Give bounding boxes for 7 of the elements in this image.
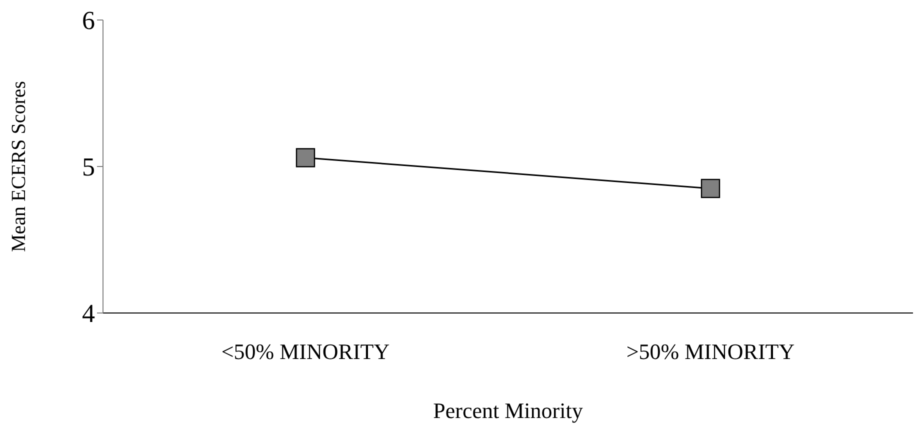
y-tick-label: 6 <box>82 6 95 36</box>
y-axis-title: Mean ECERS Scores <box>8 80 30 252</box>
x-tick-label: <50% MINORITY <box>221 339 390 364</box>
y-tick-label: 4 <box>82 299 95 328</box>
x-tick-label: >50% MINORITY <box>626 339 795 364</box>
y-tick-label: 5 <box>82 152 95 182</box>
x-axis-title: Percent Minority <box>433 398 583 423</box>
